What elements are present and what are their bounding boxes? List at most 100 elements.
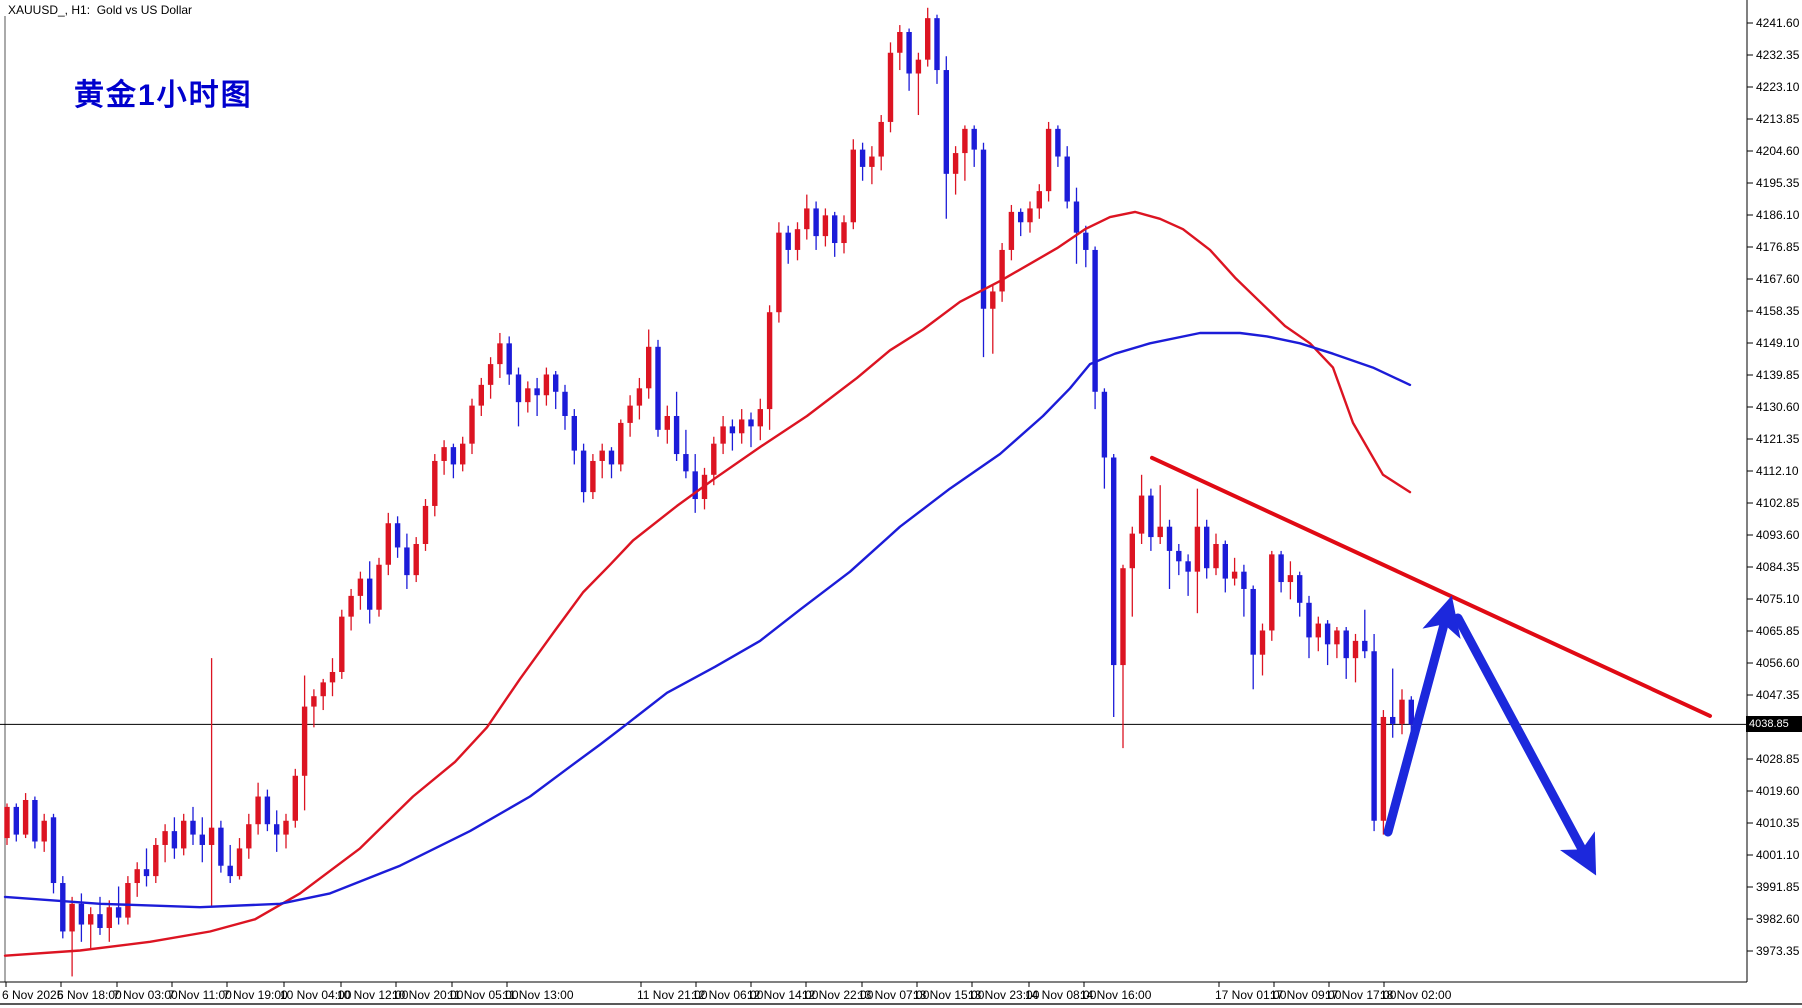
price-tick-label: 4019.60: [1756, 784, 1800, 798]
candle-body: [357, 578, 364, 596]
candle-body: [60, 883, 66, 932]
candle-body: [515, 374, 522, 403]
candle-body: [274, 824, 280, 835]
symbol-title: XAUUSD_, H1: Gold vs US Dollar: [8, 3, 193, 17]
candle-body: [1008, 211, 1015, 250]
candle-body: [218, 827, 224, 866]
candle-body: [1352, 640, 1359, 659]
candle-body: [1101, 391, 1108, 458]
candle-body: [655, 346, 661, 430]
candle-body: [497, 343, 503, 365]
time-label: 7 Nov 11:00: [168, 988, 232, 1002]
candle-body: [711, 443, 717, 475]
candle-body: [729, 426, 736, 434]
candle-body: [385, 523, 391, 565]
candle-body: [125, 883, 131, 918]
candle-body: [1343, 630, 1349, 659]
candle-body: [1408, 699, 1414, 725]
candle-body: [590, 460, 596, 493]
time-label: 13 Nov 23:00: [968, 988, 1040, 1002]
candle-body: [190, 820, 196, 835]
candle-body: [1204, 526, 1210, 569]
candle-body: [22, 799, 29, 835]
price-tick-label: 4112.10: [1756, 464, 1799, 478]
candle-body: [1250, 588, 1256, 655]
candle-body: [1055, 128, 1061, 157]
candle-body: [692, 471, 698, 500]
candle-body: [618, 422, 624, 465]
descending-trendline[interactable]: [1150, 455, 1712, 718]
candle-body: [134, 869, 140, 884]
candle-body: [97, 914, 103, 928]
candle-body: [869, 156, 875, 167]
candle-body: [1092, 249, 1098, 392]
time-label: 13 Nov 07:00: [858, 988, 930, 1002]
candle-body: [432, 460, 438, 506]
candle-body: [115, 907, 122, 918]
candle-body: [236, 848, 243, 877]
candle-body: [915, 59, 922, 74]
candle-body: [1390, 716, 1396, 724]
candle-body: [1371, 651, 1377, 821]
candle-body: [227, 865, 233, 877]
candle-body: [525, 388, 531, 403]
price-tick-label: 4167.60: [1756, 272, 1800, 286]
candle-body: [506, 343, 512, 375]
candle-body: [153, 844, 159, 877]
price-tick-label: 4084.35: [1756, 560, 1800, 574]
candle-body: [208, 827, 215, 845]
time-label: 17 Nov 09:00: [1270, 988, 1342, 1002]
candle-body: [785, 232, 791, 250]
candle-body: [181, 820, 187, 849]
ma-slow-blue-line: [3, 331, 1412, 909]
price-tick-label: 4065.85: [1756, 624, 1800, 638]
candle-body: [1213, 543, 1219, 569]
down-arrow[interactable]: [1453, 613, 1597, 876]
candle-body: [1083, 232, 1089, 250]
candle-body: [822, 215, 829, 237]
candle-body: [1120, 568, 1126, 666]
candle-body: [1269, 554, 1275, 631]
price-tick-label: 4241.60: [1756, 16, 1800, 30]
candle-body: [664, 415, 670, 430]
candle-body: [1324, 623, 1331, 645]
candle-body: [404, 547, 410, 576]
time-label: 17 Nov 17:00: [1325, 988, 1397, 1002]
price-tick-label: 4195.35: [1756, 176, 1800, 190]
candle-body: [143, 869, 150, 877]
price-tick-label: 4149.10: [1756, 336, 1800, 350]
candle-body: [50, 817, 57, 884]
time-label: 10 Nov 20:00: [392, 988, 464, 1002]
candle-body: [1157, 526, 1163, 538]
up-arrow[interactable]: [1383, 595, 1461, 837]
candle-body: [562, 391, 568, 416]
candle-body: [794, 229, 801, 250]
candle-body: [1278, 554, 1284, 583]
price-tick-label: 4010.35: [1756, 816, 1800, 830]
candle-body: [739, 419, 745, 434]
candle-body: [636, 388, 643, 406]
time-label: 14 Nov 08:00: [1025, 988, 1097, 1002]
candle-body: [1064, 156, 1070, 202]
time-label: 11 Nov 21:00: [637, 988, 708, 1002]
candle-body: [1185, 561, 1191, 572]
current-price-badge: 4038.85: [1746, 716, 1802, 732]
price-tick-label: 4158.35: [1756, 304, 1800, 318]
candle-body: [460, 443, 466, 465]
price-tick-label: 4093.60: [1756, 528, 1800, 542]
price-tick-label: 4130.60: [1756, 400, 1800, 414]
candle-body: [1138, 495, 1145, 534]
price-tick-label: 4028.85: [1756, 752, 1800, 766]
candle-body: [376, 564, 382, 610]
candle-body: [106, 907, 112, 928]
candle-body: [469, 405, 475, 444]
price-tick-label: 4102.85: [1756, 496, 1800, 510]
candle-body: [999, 249, 1005, 292]
candle-body: [1045, 128, 1052, 192]
candle-body: [934, 18, 940, 71]
candle-body: [980, 149, 987, 309]
candle-body: [553, 374, 559, 392]
candle-body: [329, 671, 336, 683]
